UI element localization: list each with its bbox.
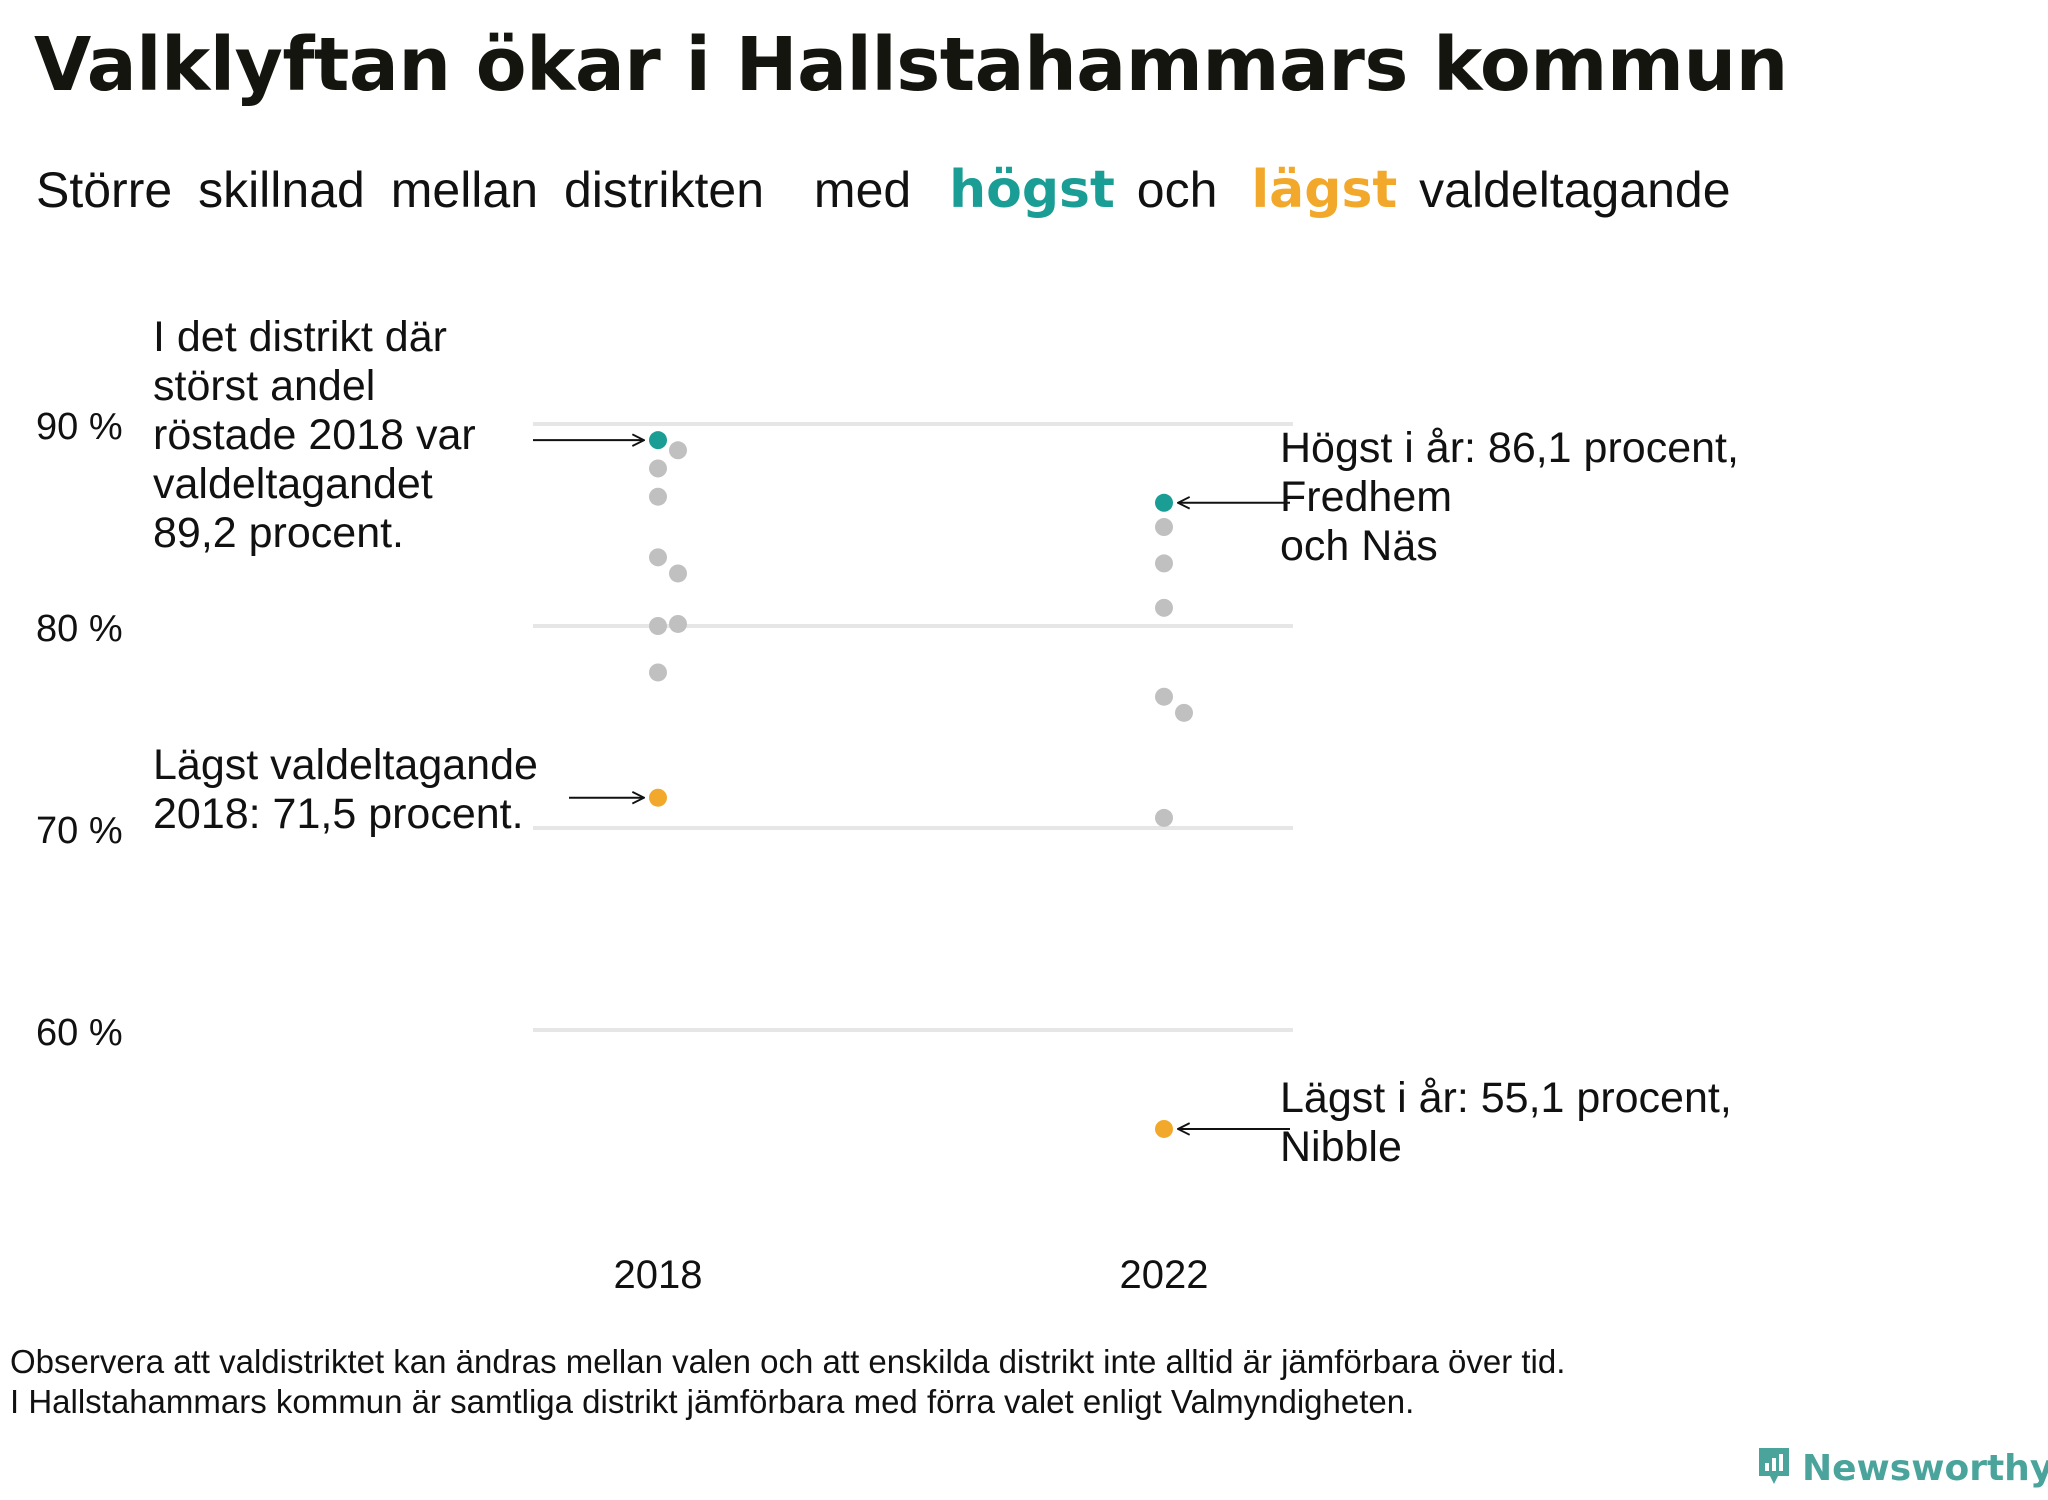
footnote: Observera att valdistriktet kan ändras m… [10,1342,1565,1422]
footnote-line: Observera att valdistriktet kan ändras m… [10,1343,1566,1380]
data-point [649,431,667,450]
newsworthy-logo-icon [1756,1446,1792,1491]
chart-title: Valklyftan ökar i Hallstahammars kommun [34,22,1788,108]
brand-name: Newsworthy [1802,1448,2048,1489]
footnote-line: I Hallstahammars kommun är samtliga dist… [10,1383,1415,1420]
annotation-min-2018: Lägst valdeltagande 2018: 71,5 procent. [153,741,538,838]
data-point [669,614,687,633]
subtitle-lowest-word: lägst [1251,160,1398,220]
brand[interactable]: Newsworthy [1756,1446,2048,1491]
data-point [1155,598,1173,617]
chart-subtitle: Större skillnad mellan distrikten med hö… [36,160,1743,220]
data-point [1155,493,1173,512]
annotation-max-2022: Högst i år: 86,1 procent, Fredhem och Nä… [1280,424,1739,570]
subtitle-word: och [1136,162,1218,218]
subtitle-word: med [813,162,912,218]
y-tick-label: 60 % [36,1012,123,1054]
data-point [649,617,667,635]
data-point [649,663,667,682]
data-point [1155,554,1173,573]
subtitle-highest-word: högst [949,160,1115,220]
data-point [1155,687,1173,706]
data-point [649,459,667,478]
data-point [1155,808,1173,827]
y-tick-label: 70 % [36,810,123,852]
annotation-min-2022: Lägst i år: 55,1 procent, Nibble [1280,1074,1732,1171]
data-point [669,564,687,583]
y-tick-label: 80 % [36,608,123,650]
x-tick-label: 2018 [614,1253,703,1297]
x-tick-label: 2022 [1120,1253,1209,1297]
subtitle-word: distrikten [563,162,765,218]
data-point [1155,518,1173,537]
data-point [669,441,687,460]
data-point [649,788,667,807]
data-point [1175,703,1193,722]
data-point [649,487,667,506]
subtitle-word: valdeltagande [1419,162,1731,218]
subtitle-word: Större [36,162,173,218]
data-point [649,548,667,567]
data-point [1155,1119,1173,1138]
annotation-max-2018: I det distrikt där störst andel röstade … [153,313,476,557]
subtitle-word: skillnad [198,162,365,218]
y-tick-label: 90 % [36,406,123,448]
subtitle-word: mellan [390,162,539,218]
